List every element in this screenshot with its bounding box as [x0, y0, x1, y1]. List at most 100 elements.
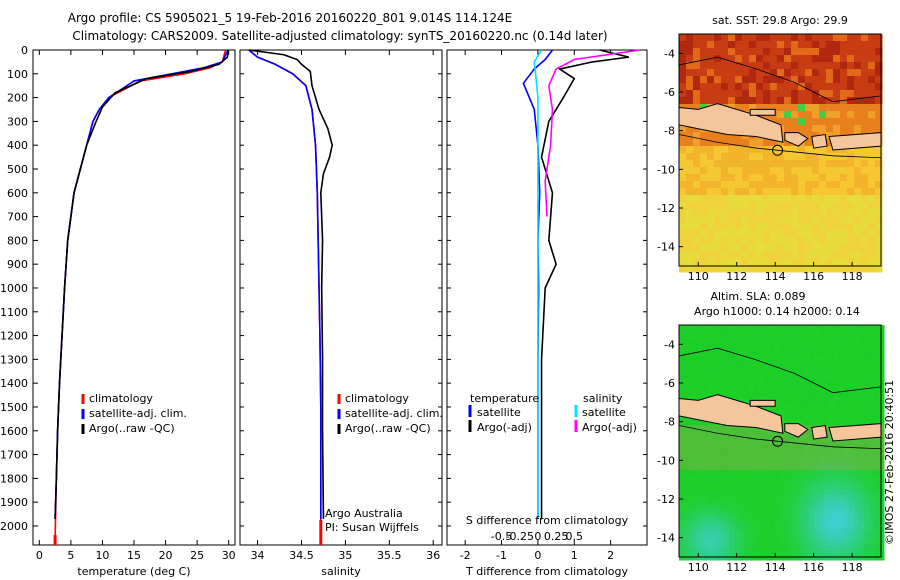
sla-map-cell	[874, 540, 880, 546]
sla-map-cell	[819, 400, 825, 406]
sla-map-cell	[879, 365, 885, 371]
sst-map-cell	[721, 195, 729, 203]
sla-map-cell	[784, 545, 790, 551]
sla-map-cell	[869, 495, 875, 501]
sla-map-cell	[844, 455, 850, 461]
sla-map-cell	[679, 360, 685, 366]
sst-map-cell	[700, 216, 708, 224]
sla-map-cell	[879, 435, 885, 441]
sla-map-cell	[719, 470, 725, 476]
sla-map-cell	[839, 420, 845, 426]
sst-map-cell	[805, 188, 813, 196]
sla-map-cell	[714, 545, 720, 551]
sla-map-cell	[849, 405, 855, 411]
sst-map-cell	[805, 160, 813, 168]
sst-map-cell	[742, 265, 750, 273]
sst-map-cell	[714, 258, 722, 266]
sla-map-cell	[679, 355, 685, 361]
series-salinity-argo-adj-	[544, 49, 640, 217]
sla-map-cell	[774, 535, 780, 541]
sst-map-cell	[721, 153, 729, 161]
sla-map-cell	[809, 440, 815, 446]
sla-map-cell	[759, 470, 765, 476]
sla-map-cell	[684, 380, 690, 386]
sst-map-cell	[707, 146, 715, 154]
sla-map-cell	[814, 400, 820, 406]
sst-map-cell	[805, 237, 813, 245]
sst-map-cell	[812, 167, 820, 175]
sla-map-cell	[814, 535, 820, 541]
sla-map-cell	[829, 365, 835, 371]
sla-map-cell	[859, 455, 865, 461]
sst-map-cell	[742, 209, 750, 217]
sla-map-cell	[879, 495, 885, 501]
sla-map-cell	[779, 530, 785, 536]
sla-map-cell	[839, 325, 845, 331]
sst-map-cell	[819, 202, 827, 210]
sla-map-cell	[854, 460, 860, 466]
sla-map-cell	[769, 530, 775, 536]
sst-map-cell	[770, 230, 778, 238]
sla-map-cell	[684, 550, 690, 556]
sst-map-cell	[791, 118, 799, 126]
sst-map-cell	[763, 244, 771, 252]
sst-map-cell	[714, 146, 722, 154]
sla-map-cell	[849, 390, 855, 396]
sla-map-cell	[679, 510, 685, 516]
sla-map-cell	[804, 505, 810, 511]
sst-map-cell	[686, 251, 694, 259]
sst-map-cell	[742, 48, 750, 56]
sla-map-cell	[864, 505, 870, 511]
sst-map-cell	[840, 62, 848, 70]
sla-map-cell	[719, 545, 725, 551]
sst-map-cell	[749, 265, 757, 273]
salinity-xtick-label: 35	[338, 549, 352, 562]
sla-map-cell	[739, 355, 745, 361]
sla-map-cell	[749, 380, 755, 386]
sla-map-cell	[769, 505, 775, 511]
sla-map-cell	[839, 460, 845, 466]
sst-map-cell	[847, 125, 855, 133]
sla-map-cell	[784, 375, 790, 381]
sla-map-cell	[729, 380, 735, 386]
sla-map-cell	[769, 520, 775, 526]
sst-map-cell	[693, 230, 701, 238]
sla-map-cell	[729, 475, 735, 481]
sla-map-cell	[844, 485, 850, 491]
sla-map-cell	[734, 340, 740, 346]
sla-map-cell	[714, 555, 720, 561]
sla-map-cell	[759, 480, 765, 486]
sla-map-cell	[869, 325, 875, 331]
sla-map-cell	[809, 330, 815, 336]
sla-map-cell	[734, 480, 740, 486]
sla-map-cell	[694, 465, 700, 471]
sla-map-cell	[794, 515, 800, 521]
sla-map-cell	[854, 500, 860, 506]
sla-map-cell	[774, 385, 780, 391]
sla-map-cell	[714, 530, 720, 536]
sst-map-cell	[777, 111, 785, 119]
sst-map-cell	[805, 202, 813, 210]
sst-map-cell	[693, 55, 701, 63]
sst-map-cell	[798, 48, 806, 56]
sst-map-cell	[721, 62, 729, 70]
sla-map-cell	[834, 390, 840, 396]
sla-map-cell	[694, 355, 700, 361]
sla-map-cell	[749, 465, 755, 471]
sla-map-cell	[854, 525, 860, 531]
sla-map-cell	[799, 475, 805, 481]
sst-map-contour-south	[678, 134, 882, 159]
sla-map-cell	[824, 360, 830, 366]
sst-map-cell	[833, 265, 841, 273]
sst-map-cell	[791, 209, 799, 217]
sla-map-cell	[879, 425, 885, 431]
sla-map-cell	[764, 450, 770, 456]
sla-map-cell	[774, 375, 780, 381]
sla-map-cell	[834, 370, 840, 376]
sla-map-cell	[734, 505, 740, 511]
sst-map-cell	[700, 153, 708, 161]
sst-map-cell	[826, 104, 834, 112]
sla-map-cell	[789, 385, 795, 391]
sst-map-cell	[798, 76, 806, 84]
sst-map-cell	[847, 118, 855, 126]
